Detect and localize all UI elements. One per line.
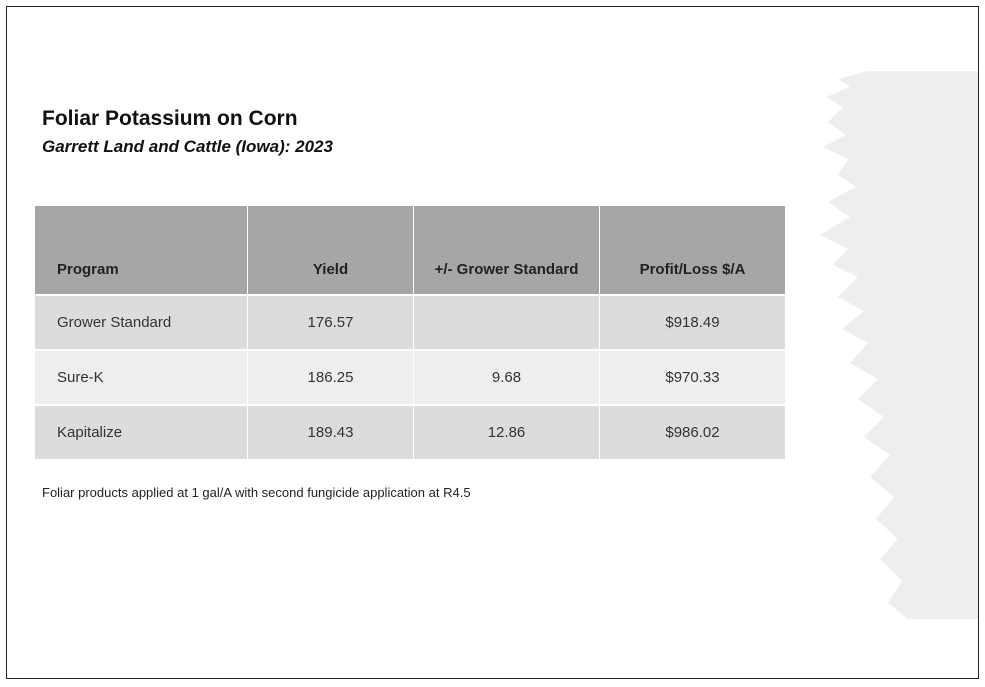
header-yield: Yield <box>247 206 414 296</box>
footnote: Foliar products applied at 1 gal/A with … <box>42 485 471 500</box>
header-program: Program <box>35 206 248 296</box>
cell-yield: 186.25 <box>247 350 414 406</box>
slide: Foliar Potassium on Corn Garrett Land an… <box>6 6 979 679</box>
decorative-map-shape <box>820 71 978 619</box>
page-title: Foliar Potassium on Corn <box>42 107 298 130</box>
header-diff: +/- Grower Standard <box>413 206 600 296</box>
cell-diff <box>413 295 600 351</box>
cell-diff: 12.86 <box>413 405 600 461</box>
cell-yield: 189.43 <box>247 405 414 461</box>
cell-profit: $970.33 <box>599 350 785 406</box>
cell-program: Kapitalize <box>35 405 248 461</box>
page-subtitle: Garrett Land and Cattle (Iowa): 2023 <box>42 137 333 156</box>
results-table: Program Yield +/- Grower Standard Profit… <box>35 206 785 461</box>
table-row: Kapitalize 189.43 12.86 $986.02 <box>35 405 785 461</box>
cell-profit: $918.49 <box>599 295 785 351</box>
header-profit: Profit/Loss $/A <box>599 206 785 296</box>
cell-profit: $986.02 <box>599 405 785 461</box>
cell-diff: 9.68 <box>413 350 600 406</box>
table-row: Sure-K 186.25 9.68 $970.33 <box>35 350 785 406</box>
table-row: Grower Standard 176.57 $918.49 <box>35 295 785 351</box>
table-header-row: Program Yield +/- Grower Standard Profit… <box>35 206 785 296</box>
cell-yield: 176.57 <box>247 295 414 351</box>
cell-program: Grower Standard <box>35 295 248 351</box>
cell-program: Sure-K <box>35 350 248 406</box>
